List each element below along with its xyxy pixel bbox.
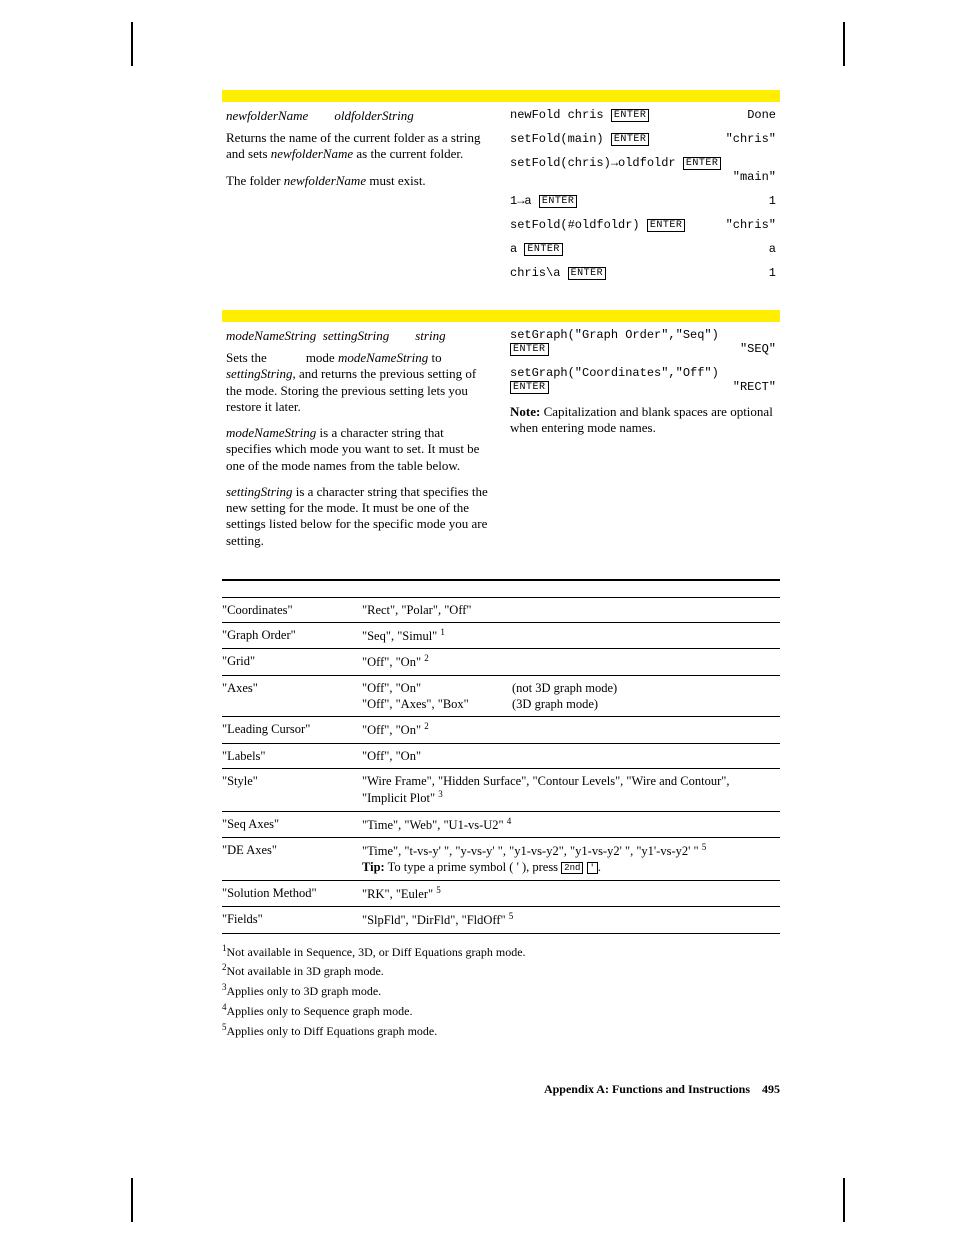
- table-row: "Grid""Off", "On" 2: [222, 649, 780, 675]
- footnotes: 1Not available in Sequence, 3D, or Diff …: [222, 942, 780, 1040]
- page-content: newfolderName oldfolderString Returns th…: [222, 90, 780, 1040]
- cropmark-v-br: [843, 1178, 845, 1222]
- syntax-param-1: newfolderName: [226, 108, 308, 123]
- table-row: "Leading Cursor""Off", "On" 2: [222, 717, 780, 743]
- table-row: "Axes" "Off", "On"(not 3D graph mode) "O…: [222, 675, 780, 717]
- setfold-syntax: newfolderName oldfolderString: [226, 108, 492, 124]
- table-row: "Graph Order""Seq", "Simul" 1: [222, 623, 780, 649]
- enter-key-icon: ENTER: [683, 157, 722, 170]
- syntax-param-2: oldfolderString: [334, 108, 413, 123]
- enter-key-icon: ENTER: [611, 109, 650, 122]
- table-row: "Labels""Off", "On": [222, 743, 780, 768]
- table-top-rule: [222, 579, 780, 581]
- setfold-para-1: Returns the name of the current folder a…: [226, 130, 492, 163]
- setgraph-description: modeNameString settingString string Sets…: [226, 328, 492, 559]
- enter-key-icon: ENTER: [524, 243, 563, 256]
- mode-settings-table: "Coordinates""Rect", "Polar", "Off" "Gra…: [222, 597, 780, 934]
- enter-key-icon: ENTER: [647, 219, 686, 232]
- setfold-para-2: The folder newfolderName must exist.: [226, 173, 492, 189]
- setgraph-para-3: settingString is a character string that…: [226, 484, 492, 549]
- setfold-description: newfolderName oldfolderString Returns th…: [226, 108, 492, 290]
- table-row: "Seq Axes""Time", "Web", "U1-vs-U2" 4: [222, 811, 780, 837]
- table-row: "Style""Wire Frame", "Hidden Surface", "…: [222, 768, 780, 811]
- table-row: "DE Axes" "Time", "t-vs-y' ", "y-vs-y' "…: [222, 838, 780, 881]
- enter-key-icon: ENTER: [510, 381, 549, 394]
- setgraph-syntax: modeNameString settingString string: [226, 328, 492, 344]
- page-footer: Appendix A: Functions and Instructions 4…: [544, 1082, 780, 1097]
- enter-key-icon: ENTER: [568, 267, 607, 280]
- enter-key-icon: ENTER: [510, 343, 549, 356]
- section-bar: [222, 90, 780, 102]
- cropmark-v-bl: [131, 1178, 133, 1222]
- enter-key-icon: ENTER: [539, 195, 578, 208]
- section-setgraph: modeNameString settingString string Sets…: [222, 310, 780, 559]
- setgraph-para-1: Sets the Graph mode modeNameString to se…: [226, 350, 492, 415]
- table-row: "Coordinates""Rect", "Polar", "Off": [222, 597, 780, 622]
- setfold-examples: newFold chris ENTERDone setFold(main) EN…: [510, 108, 776, 290]
- setgraph-note: Note: Capitalization and blank spaces ar…: [510, 404, 776, 437]
- second-key-icon: 2nd: [561, 862, 583, 874]
- cropmark-v-tl: [131, 22, 133, 66]
- table-row: "Fields""SlpFld", "DirFld", "FldOff" 5: [222, 907, 780, 933]
- table-row: "Solution Method""RK", "Euler" 5: [222, 880, 780, 906]
- enter-key-icon: ENTER: [611, 133, 650, 146]
- setgraph-examples: setGraph("Graph Order","Seq") ENTER"SEQ"…: [510, 328, 776, 559]
- section-bar: [222, 310, 780, 322]
- prime-key-icon: ': [587, 862, 598, 874]
- cropmark-v-tr: [843, 22, 845, 66]
- section-setfold: newfolderName oldfolderString Returns th…: [222, 90, 780, 290]
- setgraph-para-2: modeNameString is a character string tha…: [226, 425, 492, 474]
